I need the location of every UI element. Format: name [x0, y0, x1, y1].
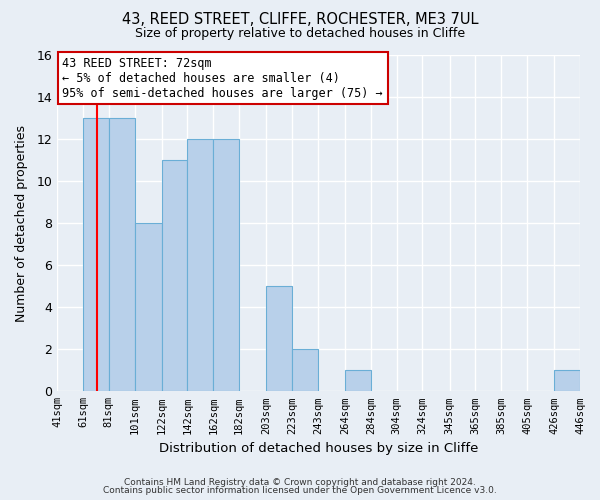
Bar: [109, 118, 134, 392]
Y-axis label: Number of detached properties: Number of detached properties: [15, 124, 28, 322]
Bar: [187, 139, 214, 392]
Text: Contains public sector information licensed under the Open Government Licence v3: Contains public sector information licen…: [103, 486, 497, 495]
Bar: [266, 286, 292, 392]
Text: 43, REED STREET, CLIFFE, ROCHESTER, ME3 7UL: 43, REED STREET, CLIFFE, ROCHESTER, ME3 …: [122, 12, 478, 28]
Bar: [83, 118, 109, 392]
Bar: [134, 223, 161, 392]
Text: Size of property relative to detached houses in Cliffe: Size of property relative to detached ho…: [135, 28, 465, 40]
Bar: [554, 370, 580, 392]
Bar: [161, 160, 187, 392]
Bar: [214, 139, 239, 392]
Bar: [292, 350, 318, 392]
Text: Contains HM Land Registry data © Crown copyright and database right 2024.: Contains HM Land Registry data © Crown c…: [124, 478, 476, 487]
Text: 43 REED STREET: 72sqm
← 5% of detached houses are smaller (4)
95% of semi-detach: 43 REED STREET: 72sqm ← 5% of detached h…: [62, 56, 383, 100]
X-axis label: Distribution of detached houses by size in Cliffe: Distribution of detached houses by size …: [159, 442, 478, 455]
Bar: [345, 370, 371, 392]
